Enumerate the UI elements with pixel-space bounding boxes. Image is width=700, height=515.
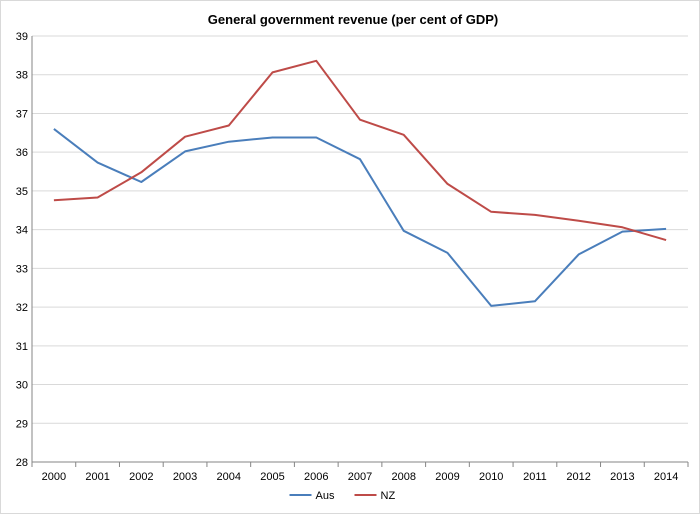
y-tick-label: 32	[16, 302, 28, 314]
y-tick-label: 30	[16, 380, 28, 392]
x-tick-label: 2008	[391, 471, 415, 483]
x-tick-label: 2001	[85, 471, 109, 483]
series-lines	[53, 59, 667, 307]
y-tick-label: 36	[16, 147, 28, 159]
x-tick-label: 2005	[260, 471, 284, 483]
y-tick-label: 39	[16, 31, 28, 43]
x-tick-label: 2006	[304, 471, 328, 483]
y-tick-label: 34	[16, 225, 28, 237]
x-tick-label: 2013	[610, 471, 634, 483]
x-tick-label: 2012	[566, 471, 590, 483]
y-tick-label: 37	[16, 108, 28, 120]
y-tick-label: 35	[16, 186, 28, 198]
x-tick-label: 2004	[217, 471, 241, 483]
legend: Aus NZ	[289, 490, 396, 502]
series-line-aus	[53, 128, 667, 307]
legend-label-nz: NZ	[381, 490, 396, 502]
y-tick-label: 38	[16, 70, 28, 82]
legend-label-aus: Aus	[316, 490, 335, 502]
x-tick-label: 2003	[173, 471, 197, 483]
y-tick-label: 29	[16, 418, 28, 430]
series-line-nz	[53, 59, 667, 242]
x-tick-label: 2009	[435, 471, 459, 483]
y-tick-label: 28	[16, 457, 28, 469]
x-tick-label: 2002	[129, 471, 153, 483]
chart-title: General government revenue (per cent of …	[208, 12, 498, 27]
x-tick-label: 2000	[42, 471, 66, 483]
y-tick-label: 31	[16, 341, 28, 353]
axes: 28 29 30 31 32 33 34 35 36 37 38 39 2000 2001 2002 2003…	[16, 31, 689, 483]
gridlines	[32, 35, 688, 424]
x-tick-label: 2014	[654, 471, 678, 483]
x-tick-label: 2007	[348, 471, 372, 483]
x-tick-label: 2011	[523, 471, 547, 483]
x-tick-label: 2010	[479, 471, 503, 483]
y-tick-label: 33	[16, 263, 28, 275]
